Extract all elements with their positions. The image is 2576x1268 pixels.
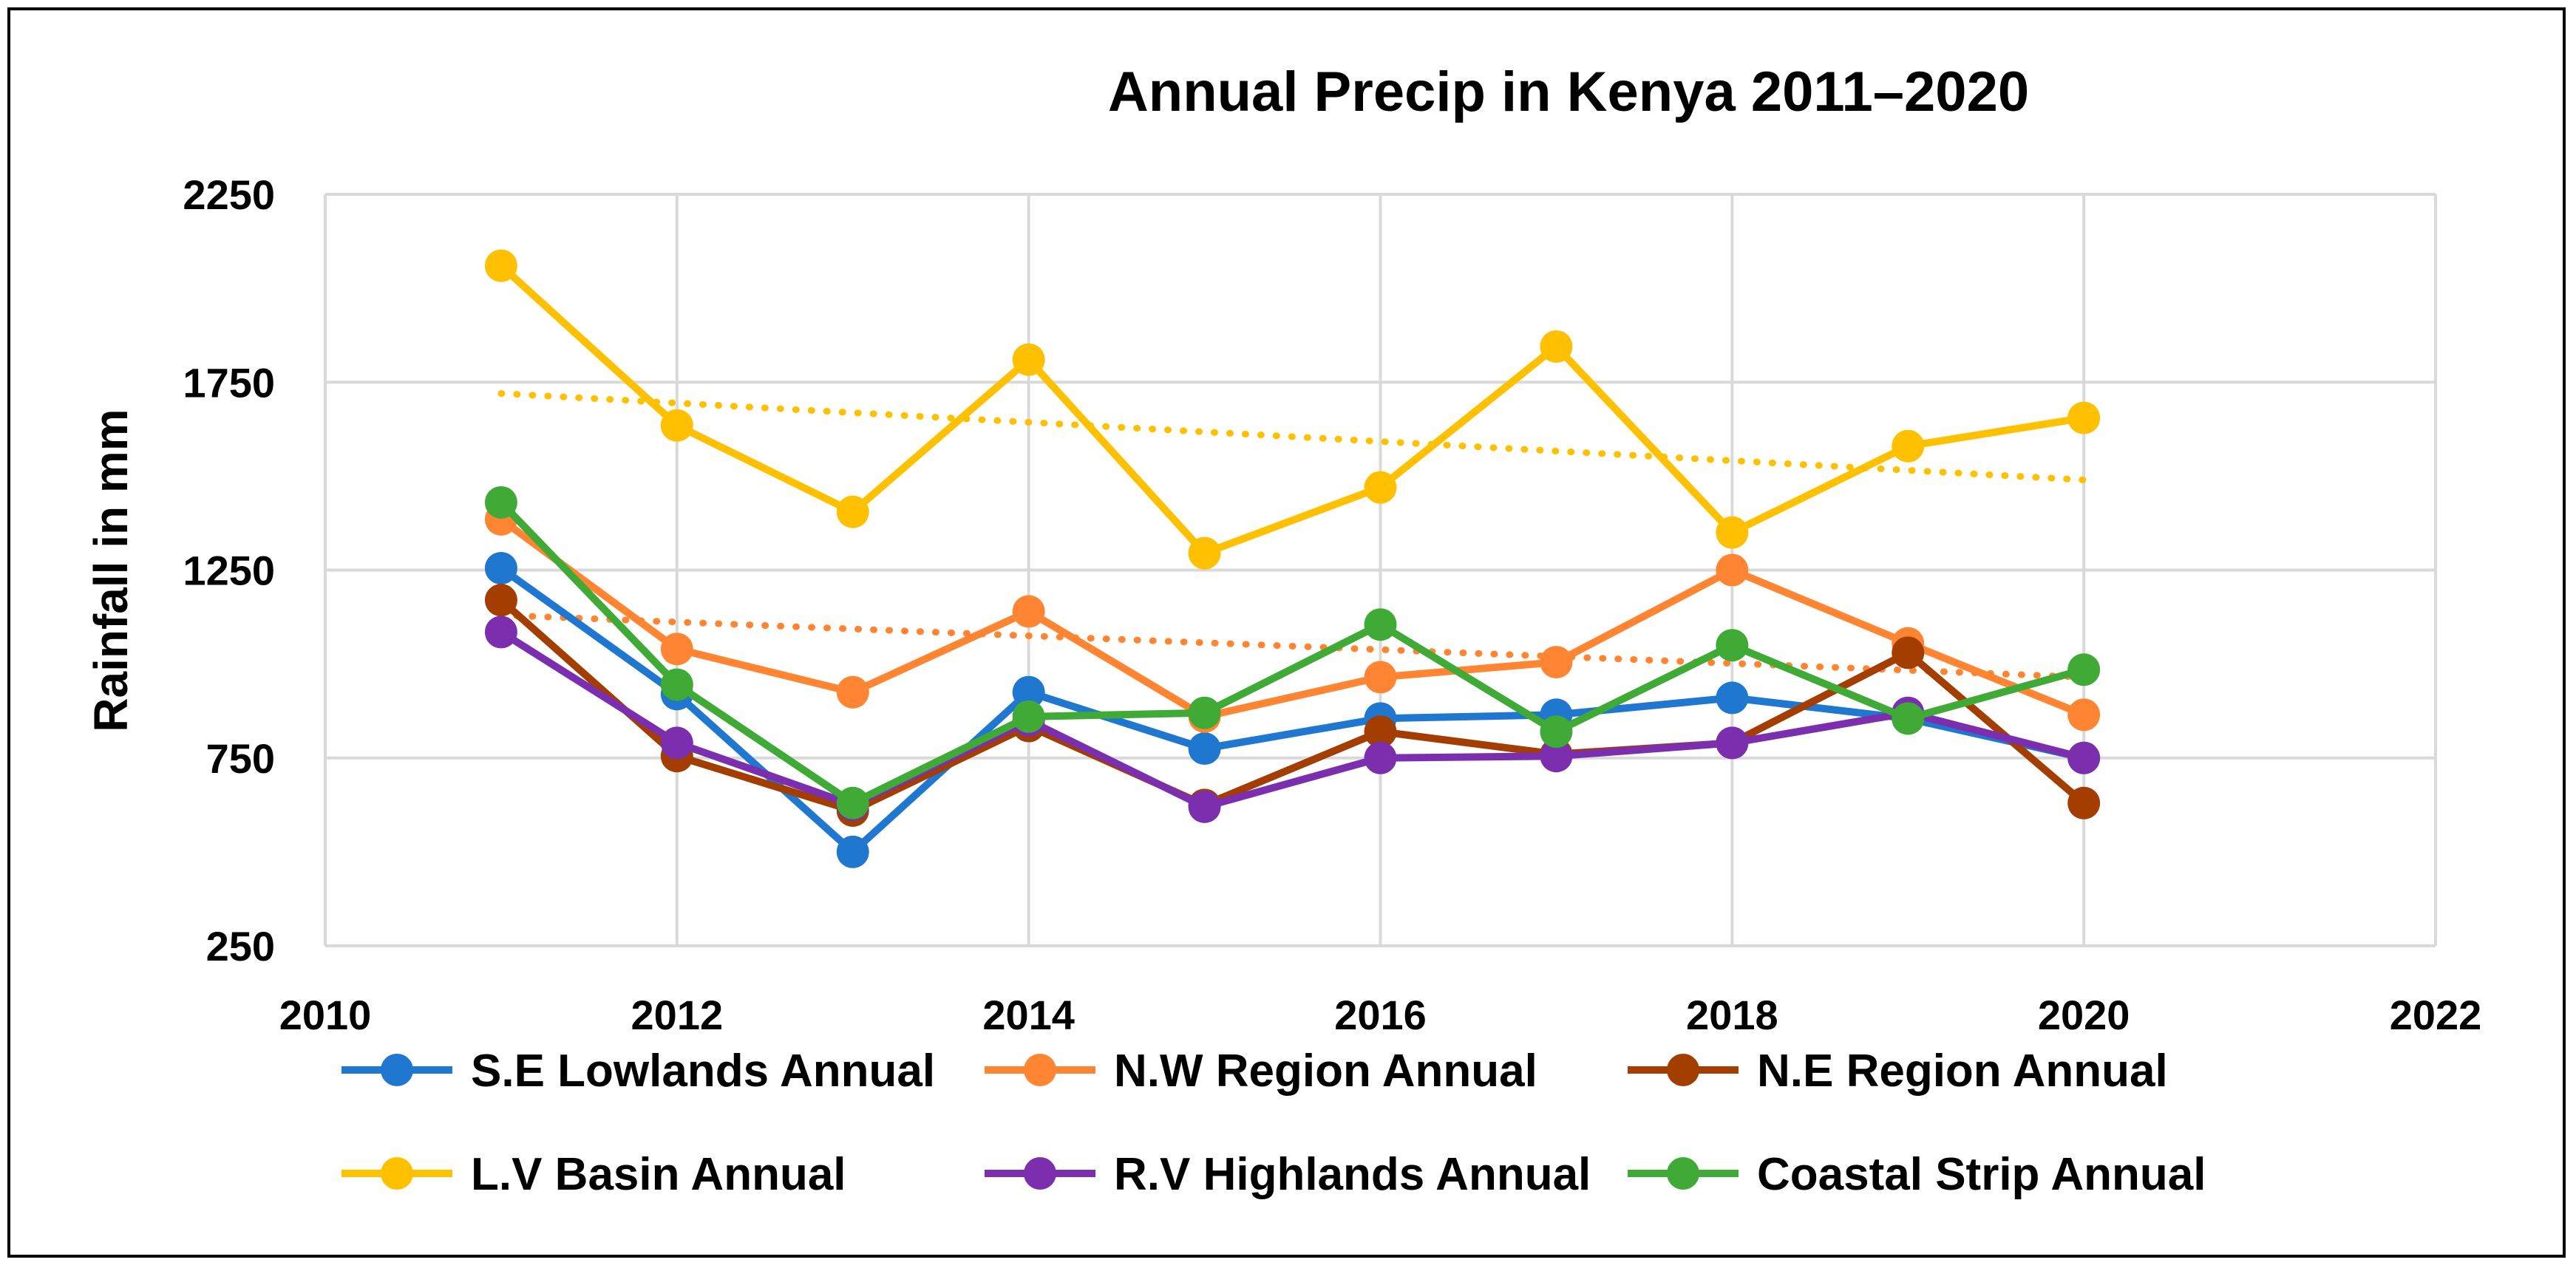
series-2-point-2016 [1364, 715, 1397, 749]
y-tick-label-750: 750 [206, 735, 275, 782]
chart-title: Annual Precip in Kenya 2011–2020 [1108, 61, 2029, 123]
x-tick-label-2018: 2018 [1686, 992, 1778, 1038]
legend-marker-4 [1024, 1157, 1056, 1190]
series-4-point-2018 [1716, 726, 1749, 760]
series-3-point-2011 [484, 249, 517, 282]
series-4-point-2011 [484, 616, 517, 649]
legend-label-3: L.V Basin Annual [471, 1149, 846, 1200]
series-0-point-2014 [1012, 675, 1045, 709]
x-tick-label-2010: 2010 [279, 992, 372, 1038]
series-4-point-2017 [1540, 740, 1573, 773]
series-4-point-2016 [1364, 741, 1397, 774]
series-1-point-2018 [1716, 553, 1749, 587]
legend-item-0: S.E Lowlands Annual [341, 1046, 935, 1097]
legend-item-5: Coastal Strip Annual [1628, 1149, 2206, 1200]
series-5 [484, 485, 2101, 819]
x-tick-label-2012: 2012 [631, 992, 724, 1038]
series-lines [484, 249, 2101, 868]
x-tick-label-2022: 2022 [2390, 992, 2482, 1038]
series-4-point-2012 [660, 726, 693, 760]
series-4-point-2020 [2067, 741, 2101, 774]
series-3-point-2014 [1012, 343, 1045, 376]
series-1-point-2016 [1364, 661, 1397, 694]
legend-item-2: N.E Region Annual [1628, 1046, 2168, 1097]
series-2-point-2011 [484, 584, 517, 617]
series-3-point-2018 [1716, 516, 1749, 549]
series-line-2 [498, 597, 2087, 814]
trendlines [497, 390, 2087, 681]
y-axis-ticks: 250 750 1250 1750 2250 [183, 171, 275, 969]
series-5-point-2017 [1540, 715, 1573, 749]
series-4-point-2015 [1188, 790, 1221, 823]
legend-item-3: L.V Basin Annual [341, 1149, 846, 1200]
legend-marker-3 [381, 1157, 413, 1190]
series-5-point-2013 [836, 786, 869, 819]
series-1-point-2014 [1012, 595, 1045, 628]
y-axis-label: Rainfall in mm [84, 409, 137, 732]
x-axis-ticks: 2010 2012 2014 2016 2018 2020 2022 [279, 992, 2482, 1038]
chart-frame [7, 7, 2566, 1258]
series-5-point-2019 [1892, 702, 1925, 735]
series-3-point-2020 [2067, 401, 2101, 434]
series-5-point-2014 [1012, 700, 1045, 733]
trendline-0 [497, 390, 2087, 483]
legend-label-1: N.W Region Annual [1114, 1046, 1537, 1097]
y-tick-label-2250: 2250 [183, 171, 275, 218]
series-5-point-2015 [1188, 696, 1221, 729]
series-3-point-2013 [836, 495, 869, 528]
legend-marker-2 [1667, 1054, 1699, 1086]
y-tick-label-1250: 1250 [183, 548, 275, 594]
trendline-1 [497, 612, 2087, 681]
series-1-point-2017 [1540, 646, 1573, 679]
series-3-point-2019 [1892, 429, 1925, 463]
series-3-point-2015 [1188, 536, 1221, 570]
series-3-point-2017 [1540, 330, 1573, 363]
y-tick-label-1750: 1750 [183, 359, 275, 406]
series-3-point-2012 [660, 409, 693, 442]
x-tick-label-2020: 2020 [2038, 992, 2130, 1038]
series-0-point-2015 [1188, 732, 1221, 766]
series-2-point-2019 [1892, 636, 1925, 669]
series-1-point-2020 [2067, 698, 2101, 732]
series-5-point-2016 [1364, 608, 1397, 641]
series-5-point-2012 [660, 668, 693, 701]
series-0 [484, 551, 2101, 868]
legend: S.E Lowlands Annual N.W Region Annual N.E … [341, 1046, 2206, 1200]
series-0-point-2011 [484, 551, 517, 584]
series-5-point-2011 [484, 485, 517, 519]
series-0-point-2018 [1716, 681, 1749, 715]
series-3-point-2016 [1364, 471, 1397, 504]
series-3 [484, 249, 2101, 570]
series-1-point-2013 [836, 675, 869, 709]
series-line-1 [498, 516, 2086, 720]
x-tick-label-2014: 2014 [982, 992, 1075, 1038]
series-line-3 [498, 262, 2084, 557]
series-line-4 [499, 629, 2085, 811]
legend-label-4: R.V Highlands Annual [1114, 1149, 1591, 1200]
y-tick-label-250: 250 [206, 923, 275, 969]
legend-item-1: N.W Region Annual [985, 1046, 1537, 1097]
x-tick-label-2016: 2016 [1334, 992, 1427, 1038]
series-5-point-2020 [2067, 653, 2101, 686]
legend-marker-0 [381, 1054, 413, 1086]
series-line-5 [498, 500, 2085, 807]
legend-marker-1 [1024, 1054, 1056, 1086]
legend-marker-5 [1667, 1157, 1699, 1190]
series-line-0 [499, 565, 2085, 856]
legend-label-5: Coastal Strip Annual [1757, 1149, 2206, 1200]
series-2-point-2020 [2067, 786, 2101, 819]
series-5-point-2018 [1716, 629, 1749, 662]
legend-item-4: R.V Highlands Annual [985, 1149, 1591, 1200]
series-1-point-2012 [660, 633, 693, 666]
legend-label-0: S.E Lowlands Annual [471, 1046, 935, 1097]
series-0-point-2013 [836, 835, 869, 868]
legend-label-2: N.E Region Annual [1757, 1046, 2168, 1097]
gridlines [324, 193, 2437, 947]
